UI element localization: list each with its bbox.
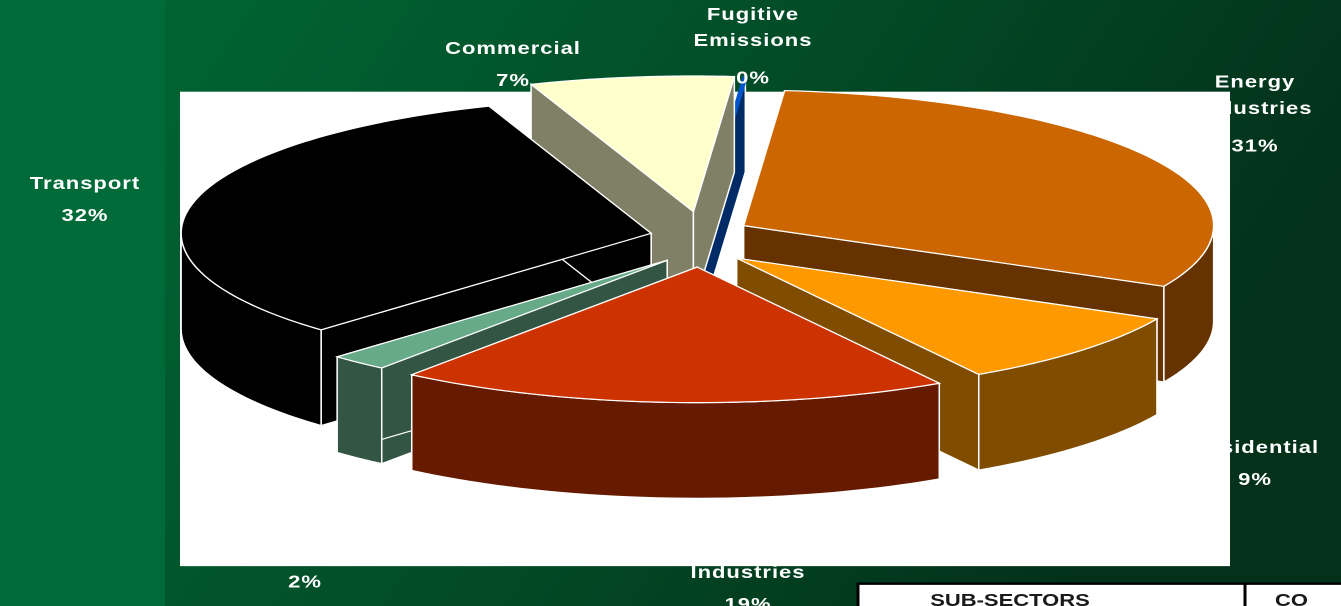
slice-label: Energy Industries (1197, 73, 1312, 119)
labels: Energy Industries 31% Residential 9% Industri… (30, 5, 1319, 606)
slice (334, 259, 668, 369)
table-header: CO (1275, 591, 1308, 606)
slice-label: Agriculture (241, 541, 369, 560)
value-label: 31% (1232, 137, 1279, 156)
value-label: 9% (1238, 470, 1272, 489)
slice-label: Industries (690, 563, 805, 582)
table-header-row (856, 582, 1341, 606)
value-label: 0% (736, 69, 770, 88)
slice-label: Fugitive Emissions (694, 5, 813, 51)
slice (409, 266, 942, 404)
slice (736, 257, 1159, 375)
slice-label: Commercial (445, 39, 581, 58)
table: SUB-SECTORS CO (856, 582, 1341, 606)
value-label: 19% (725, 595, 772, 606)
slice (529, 75, 736, 213)
value-label: 32% (62, 206, 109, 225)
value-label: 7% (496, 71, 530, 90)
slice (742, 89, 1215, 287)
table-header: SUB-SECTORS (930, 591, 1090, 606)
slice (180, 105, 653, 331)
slice-label: Residential (1191, 438, 1319, 457)
value-label: 2% (288, 573, 322, 592)
slice-side (336, 355, 383, 465)
slice-label: Transport (30, 174, 140, 193)
pie (180, 75, 1215, 499)
left-band (0, 0, 165, 606)
